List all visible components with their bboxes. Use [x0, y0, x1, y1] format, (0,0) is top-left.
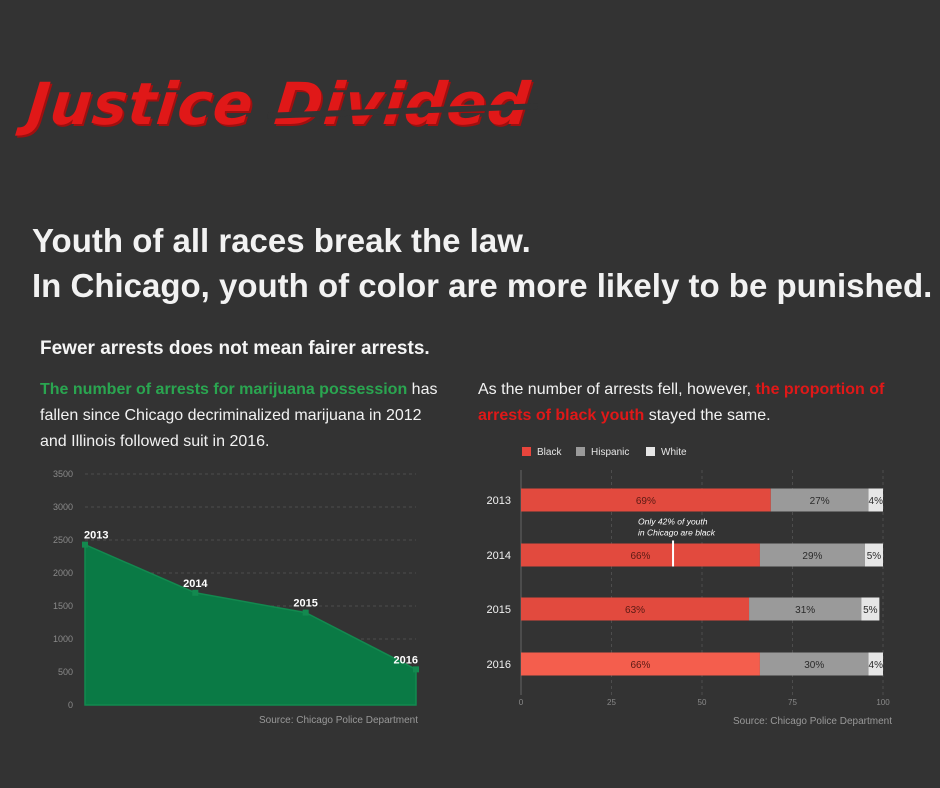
area-y-tick-label: 0 [68, 700, 73, 710]
bar-data-label: 29% [802, 551, 822, 562]
legend-swatch [522, 447, 531, 456]
area-y-tick-label: 500 [58, 667, 73, 677]
area-point-label: 2014 [183, 578, 208, 590]
bar-category-label: 2015 [487, 604, 511, 616]
right-start: As the number of arrests fell, however, [478, 381, 756, 398]
area-y-tick-label: 2500 [53, 535, 73, 545]
bar-source: Source: Chicago Police Department [733, 716, 892, 727]
area-y-tick-label: 1000 [53, 634, 73, 644]
bar-segment-white [868, 652, 883, 676]
bar-data-label: 63% [625, 605, 645, 616]
area-source: Source: Chicago Police Department [259, 715, 418, 726]
legend-label: Hispanic [591, 447, 629, 458]
title-divided: Divided [271, 70, 534, 138]
right-end: stayed the same. [644, 407, 771, 424]
annotation-line-2: in Chicago are black [638, 528, 716, 538]
bar-category-label: 2014 [487, 550, 511, 562]
bar-x-tick-label: 0 [519, 698, 524, 707]
bar-segment-hispanic [759, 543, 865, 567]
annotation-line-1: Only 42% of youth [638, 517, 708, 527]
bar-segment-white [861, 597, 880, 621]
area-point-label: 2016 [394, 654, 418, 666]
right-highlight: the proportion of arrests of black youth [478, 381, 885, 424]
bar-segment-black [521, 597, 750, 621]
left-highlight: The number of arrests for marijuana poss… [40, 381, 408, 398]
bar-data-label: 30% [804, 660, 824, 671]
bar-data-label: 27% [810, 496, 830, 507]
bar-data-label: 5% [867, 551, 882, 562]
bar-segment-white [864, 543, 883, 567]
area-y-tick-label: 1500 [53, 601, 73, 611]
headline: Youth of all races break the law. In Chi… [32, 218, 932, 308]
page-title: Justice Divided [24, 70, 534, 138]
area-point [302, 609, 309, 616]
area-point-label: 2015 [293, 598, 317, 610]
bar-segment-black [521, 543, 760, 567]
area-series [84, 543, 417, 706]
area-point [192, 589, 199, 596]
headline-line-1: Youth of all races break the law. [32, 222, 531, 259]
bar-category-label: 2016 [487, 659, 511, 671]
area-y-tick-label: 3500 [53, 469, 73, 479]
bar-segment-hispanic [759, 652, 869, 676]
area-point [82, 541, 88, 548]
bar-data-label: 66% [630, 660, 650, 671]
left-rest: has fallen since Chicago decriminalized … [40, 381, 438, 450]
area-y-tick-label: 3000 [53, 502, 73, 512]
bar-x-tick-label: 50 [698, 698, 707, 707]
bar-data-label: 66% [630, 551, 650, 562]
bar-data-label: 4% [869, 496, 884, 507]
legend-swatch [646, 447, 655, 456]
bar-category-label: 2013 [487, 495, 511, 507]
legend-label: White [661, 447, 687, 458]
legend-label: Black [537, 447, 562, 458]
right-paragraph: As the number of arrests fell, however, … [478, 377, 908, 429]
bar-x-tick-label: 100 [876, 698, 890, 707]
bar-x-tick-label: 75 [788, 698, 797, 707]
bar-segment-black [521, 488, 771, 512]
subheading: Fewer arrests does not mean fairer arres… [40, 338, 430, 359]
left-paragraph: The number of arrests for marijuana poss… [40, 377, 440, 455]
area-y-tick-label: 2000 [53, 568, 73, 578]
bar-data-label: 5% [863, 605, 878, 616]
area-point [413, 666, 419, 673]
headline-line-2: In Chicago, youth of color are more like… [32, 267, 933, 304]
legend-swatch [576, 447, 585, 456]
bar-segment-white [868, 488, 883, 512]
bar-data-label: 69% [636, 496, 656, 507]
bar-data-label: 4% [869, 660, 884, 671]
bar-data-label: 31% [795, 605, 815, 616]
bar-x-tick-label: 25 [607, 698, 616, 707]
bar-segment-black [521, 652, 760, 676]
area-point-label: 2013 [84, 530, 108, 542]
bar-segment-hispanic [749, 597, 862, 621]
bar-segment-hispanic [770, 488, 869, 512]
